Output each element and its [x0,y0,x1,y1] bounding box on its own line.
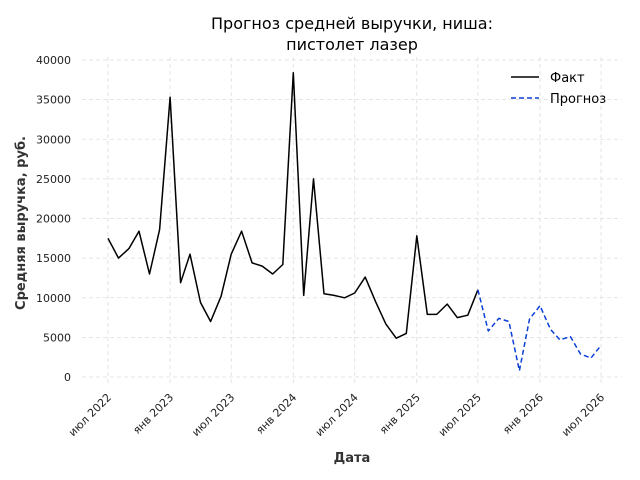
x-tick-label: июл 2025 [436,391,484,439]
y-tick-label: 5000 [43,331,71,344]
chart-title-line2: пистолет лазер [286,35,418,54]
y-tick-label: 40000 [36,54,71,67]
x-tick-label: янв 2024 [254,391,300,437]
chart-title-line1: Прогноз средней выручки, ниша: [211,14,493,33]
y-tick-label: 35000 [36,94,71,107]
x-tick-label: июл 2022 [66,391,114,439]
series-line-forecast [477,289,602,372]
x-tick-label: янв 2025 [377,391,423,437]
legend: Факт Прогноз [511,71,606,107]
y-tick-label: 20000 [36,213,71,226]
x-tick-label: июл 2023 [189,391,237,439]
x-tick-label: июл 2026 [559,391,607,439]
series-lines [107,71,602,372]
legend-label: Факт [550,71,585,86]
y-tick-label: 10000 [36,292,71,305]
x-tick-label: янв 2026 [500,391,546,437]
y-tick-label: 25000 [36,173,71,186]
y-tick-label: 0 [64,371,71,384]
y-axis-label: Средняя выручка, руб. [14,136,29,310]
x-tick-label: янв 2023 [130,391,176,437]
x-axis-label: Дата [334,451,371,466]
y-tick-label: 15000 [36,252,71,265]
y-axis-ticks: 0 5000 10000 15000 20000 25000 30000 35000 40000 [36,54,71,384]
x-tick-label: июл 2024 [313,391,361,439]
legend-label: Прогноз [550,92,606,107]
grid [82,57,622,385]
x-axis-ticks: июл 2022 янв 2023 июл 2023 янв 2024 июл 2024… [66,391,607,439]
y-tick-label: 30000 [36,133,71,146]
series-line-fact [107,71,479,339]
